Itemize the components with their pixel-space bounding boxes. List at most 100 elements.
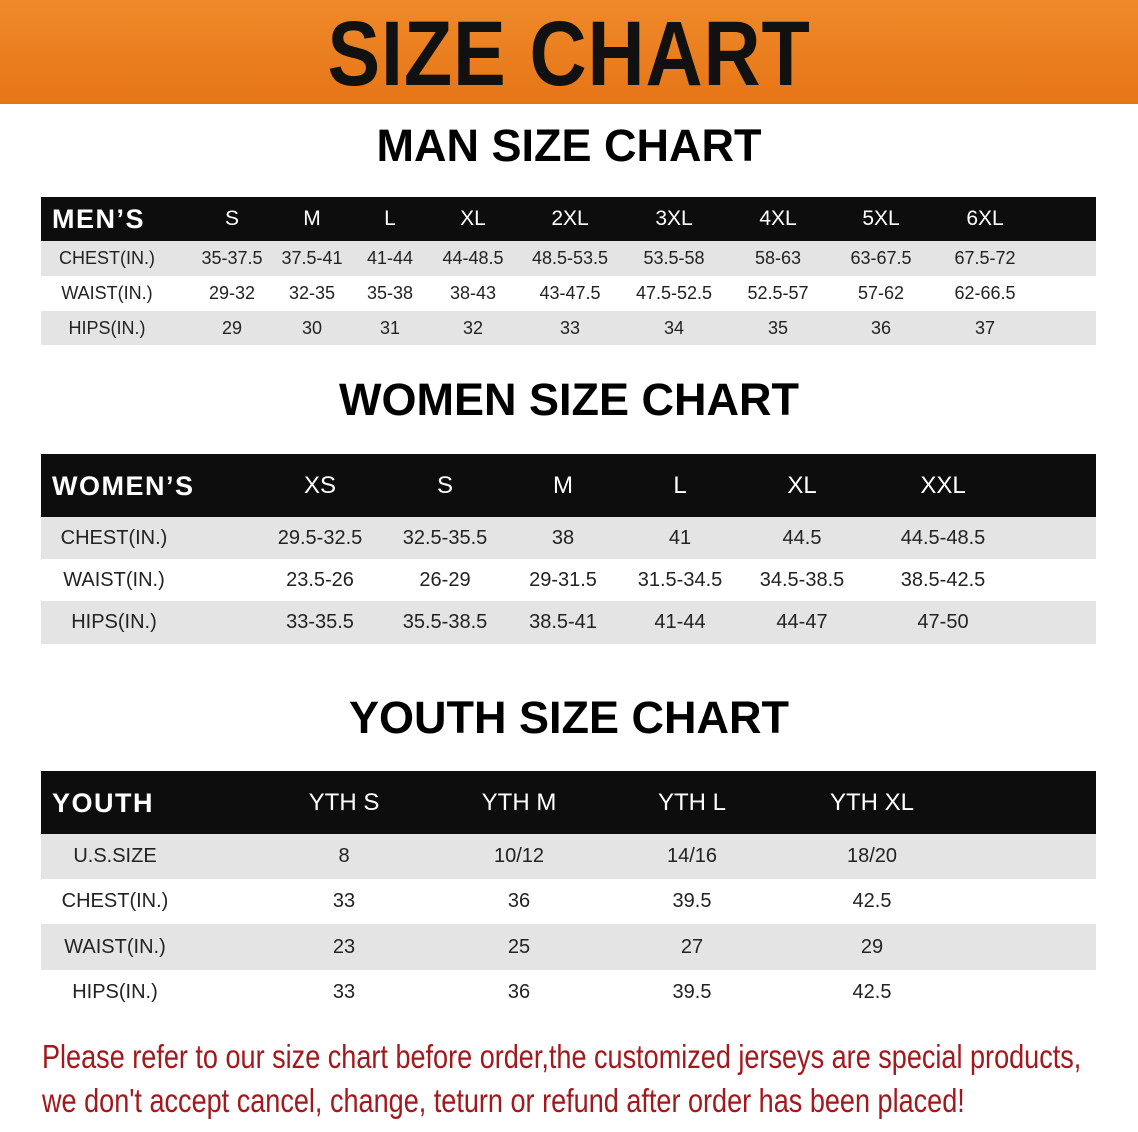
table-cell: 32-35: [288, 283, 336, 303]
table-cell: 38: [551, 527, 575, 549]
table-row: U.S.SIZE 8 10/12 14/16 18/20: [41, 834, 1096, 879]
size-header-xxl: XXL: [920, 471, 966, 499]
row-label: CHEST(IN.): [60, 527, 168, 549]
table-cell: 29: [860, 936, 884, 958]
size-header-s: S: [436, 471, 454, 499]
table-cell: 29-32: [208, 283, 256, 303]
table-cell: 38-43: [449, 283, 497, 303]
table-cell: 29-31.5: [529, 569, 597, 591]
table-cell: 14/16: [666, 845, 718, 867]
table-cell: 44.5: [782, 527, 822, 549]
table-cell: 38.5-41: [529, 611, 597, 633]
row-label: HIPS(IN.): [72, 981, 158, 1003]
table-cell: 41-44: [366, 248, 414, 268]
youth-header-label: YOUTH: [52, 787, 154, 818]
table-cell: 27: [680, 936, 704, 958]
table-cell: 29: [221, 318, 243, 338]
table-cell: 41: [668, 527, 692, 549]
table-cell: 31: [379, 318, 401, 338]
table-cell: 35-37.5: [201, 248, 263, 268]
table-cell: 44-47: [776, 611, 828, 633]
size-header-m: M: [303, 207, 321, 230]
table-cell: 58-63: [754, 248, 802, 268]
men-section-title: MAN SIZE CHART: [376, 120, 762, 171]
row-label: HIPS(IN.): [71, 611, 157, 633]
table-cell: 36: [870, 318, 892, 338]
table-cell: 38.5-42.5: [900, 569, 986, 591]
notice-line-1: Please refer to our size chart before or…: [42, 1038, 1082, 1075]
row-label: HIPS(IN.): [68, 318, 146, 338]
table-cell: 42.5: [852, 890, 892, 912]
table-cell: 29.5-32.5: [277, 527, 363, 549]
table-cell: 33: [559, 318, 581, 338]
table-row: HIPS(IN.) 29 30 31 32 33 34 35 36 37: [41, 311, 1096, 345]
row-label: WAIST(IN.): [64, 936, 166, 958]
youth-header-row: YOUTH YTH S YTH M YTH L YTH XL: [41, 771, 1096, 834]
table-cell: 44-48.5: [442, 248, 504, 268]
table-cell: 52.5-57: [747, 283, 809, 303]
size-header-yth-xl: YTH XL: [829, 788, 915, 816]
notice-line-2: we don't accept cancel, change, teturn o…: [42, 1082, 965, 1119]
table-cell: 36: [507, 981, 531, 1003]
table-row: WAIST(IN.) 23.5-26 26-29 29-31.5 31.5-34.5 34…: [41, 559, 1096, 601]
table-cell: 37.5-41: [281, 248, 343, 268]
table-cell: 35-38: [366, 283, 414, 303]
table-row: HIPS(IN.) 33-35.5 35.5-38.5 38.5-41 41-44 44-…: [41, 601, 1096, 644]
table-cell: 47-50: [917, 611, 969, 633]
table-cell: 39.5: [672, 981, 712, 1003]
table-cell: 63-67.5: [850, 248, 912, 268]
table-cell: 48.5-53.5: [531, 248, 609, 268]
table-row: CHEST(IN.) 35-37.5 37.5-41 41-44 44-48.5 48.5…: [41, 241, 1096, 276]
size-header-5xl: 5XL: [862, 207, 900, 230]
size-header-yth-s: YTH S: [308, 788, 380, 816]
table-row: WAIST(IN.) 29-32 32-35 35-38 38-43 43-47.5 47.…: [41, 276, 1096, 311]
size-header-6xl: 6XL: [966, 207, 1004, 230]
size-header-l: L: [384, 207, 396, 230]
table-cell: 53.5-58: [643, 248, 705, 268]
table-cell: 36: [507, 890, 531, 912]
size-header-s: S: [224, 207, 240, 230]
table-cell: 41-44: [654, 611, 706, 633]
table-cell: 43-47.5: [539, 283, 601, 303]
size-header-xl: XL: [460, 207, 486, 230]
table-row: CHEST(IN.) 29.5-32.5 32.5-35.5 38 41 44.5 44.5…: [41, 517, 1096, 559]
size-header-l: L: [673, 471, 687, 499]
table-cell: 23.5-26: [286, 569, 354, 591]
table-cell: 34: [663, 318, 685, 338]
table-cell: 25: [507, 936, 531, 958]
table-cell: 35.5-38.5: [402, 611, 488, 633]
table-cell: 35: [767, 318, 789, 338]
men-header-row: MEN’S S M L XL 2XL 3XL 4XL 5XL 6XL: [41, 197, 1096, 241]
size-header-xl: XL: [787, 471, 817, 499]
size-header-2xl: 2XL: [551, 207, 589, 230]
table-cell: 34.5-38.5: [759, 569, 845, 591]
table-cell: 33: [332, 890, 356, 912]
banner: SIZE CHART: [0, 0, 1138, 104]
table-cell: 23: [332, 936, 356, 958]
table-cell: 47.5-52.5: [635, 283, 713, 303]
table-cell: 30: [301, 318, 323, 338]
table-cell: 33-35.5: [286, 611, 354, 633]
table-row: HIPS(IN.) 33 36 39.5 42.5: [41, 970, 1096, 1015]
table-row: CHEST(IN.) 33 36 39.5 42.5: [41, 879, 1096, 924]
table-cell: 8: [338, 845, 350, 867]
banner-title: SIZE CHART: [327, 3, 811, 105]
men-header-label: MEN’S: [52, 204, 146, 234]
size-header-yth-m: YTH M: [481, 788, 557, 816]
table-cell: 44.5-48.5: [900, 527, 986, 549]
row-label: WAIST(IN.): [63, 569, 165, 591]
table-cell: 33: [332, 981, 356, 1003]
table-row: WAIST(IN.) 23 25 27 29: [41, 924, 1096, 970]
table-cell: 32.5-35.5: [402, 527, 488, 549]
women-header-row: WOMEN’S XS S M L XL XXL: [41, 454, 1096, 517]
table-cell: 31.5-34.5: [637, 569, 723, 591]
size-header-yth-l: YTH L: [657, 788, 727, 816]
size-header-4xl: 4XL: [759, 207, 797, 230]
size-header-m: M: [553, 471, 573, 499]
table-cell: 18/20: [846, 845, 898, 867]
women-header-label: WOMEN’S: [52, 470, 195, 501]
women-section-title: WOMEN SIZE CHART: [339, 374, 799, 425]
row-label: U.S.SIZE: [73, 845, 157, 867]
table-cell: 32: [462, 318, 484, 338]
table-cell: 26-29: [419, 569, 471, 591]
